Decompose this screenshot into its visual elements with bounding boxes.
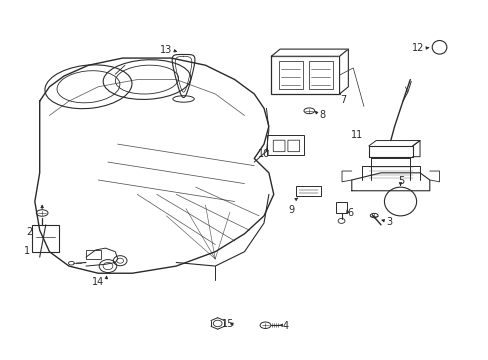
- Text: 5: 5: [398, 176, 404, 186]
- Polygon shape: [339, 49, 347, 94]
- Text: 14: 14: [92, 277, 104, 287]
- Text: 11: 11: [350, 130, 362, 140]
- Text: 6: 6: [347, 208, 353, 218]
- Text: 8: 8: [319, 110, 325, 120]
- Text: 15: 15: [222, 319, 234, 329]
- Polygon shape: [271, 49, 347, 56]
- Text: 9: 9: [287, 206, 294, 216]
- Text: 3: 3: [386, 217, 392, 227]
- Text: 1: 1: [24, 246, 30, 256]
- Text: 12: 12: [411, 43, 424, 53]
- Text: 7: 7: [339, 95, 346, 105]
- Text: 10: 10: [258, 149, 270, 159]
- Text: 13: 13: [160, 45, 172, 55]
- Text: 2: 2: [26, 227, 32, 237]
- Text: 4: 4: [282, 321, 288, 331]
